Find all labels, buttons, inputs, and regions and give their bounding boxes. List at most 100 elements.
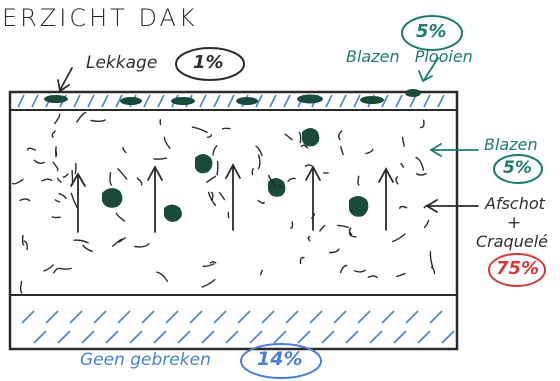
hatch-stroke <box>393 330 407 344</box>
up-arrow <box>225 163 241 231</box>
peeling-label-2: Craquelé <box>476 232 548 251</box>
hatch-stroke <box>423 94 431 108</box>
hatch-stroke <box>369 330 383 344</box>
blisters-folds-pct-oval <box>401 15 463 51</box>
crack-stroke <box>338 130 343 141</box>
crack-stroke <box>307 236 311 242</box>
crack-stroke <box>122 146 127 154</box>
blister-fold <box>405 89 421 97</box>
crack-stroke <box>134 243 150 248</box>
blisters-folds-pointer <box>418 57 439 83</box>
crack-stroke <box>396 272 406 278</box>
blisters-pct: 5% <box>503 158 532 178</box>
leak-pct-oval <box>175 47 245 81</box>
hatch-stroke <box>225 330 239 344</box>
crack-stroke <box>348 227 353 236</box>
leak-pointer <box>57 67 73 93</box>
hatch-stroke <box>45 310 59 324</box>
crack-stroke <box>55 148 58 156</box>
hatch-stroke <box>157 94 165 108</box>
hatch-stroke <box>165 310 179 324</box>
blisters-pointer <box>429 143 479 157</box>
top-blisters <box>44 89 421 105</box>
crack-stroke <box>62 173 69 178</box>
hatch-stroke <box>309 310 323 324</box>
hatch-stroke <box>73 94 81 108</box>
hatch-stroke <box>101 94 109 108</box>
crack-stroke <box>304 164 313 167</box>
crack-pattern <box>12 111 436 294</box>
hatch-stroke <box>285 310 299 324</box>
crack-stroke <box>353 269 366 273</box>
crack-stroke <box>206 175 217 183</box>
crack-stroke <box>58 267 72 270</box>
hatch-stroke <box>273 330 287 344</box>
crack-stroke <box>82 244 93 252</box>
bottom-hatching <box>21 310 455 344</box>
crack-stroke <box>51 130 56 138</box>
blister <box>302 128 320 147</box>
crack-stroke <box>118 237 127 243</box>
crack-stroke <box>74 162 77 175</box>
crack-stroke <box>257 199 265 205</box>
blister <box>195 154 213 174</box>
hatch-stroke <box>153 330 167 344</box>
crack-stroke <box>221 127 231 130</box>
hatch-stroke <box>395 94 403 108</box>
crack-stroke <box>58 193 67 200</box>
hatch-stroke <box>255 94 263 108</box>
crack-stroke <box>298 131 302 144</box>
crack-stroke <box>156 271 169 282</box>
blister <box>164 204 182 222</box>
crack-stroke <box>73 239 89 244</box>
crack-stroke <box>54 113 61 125</box>
inner-blisters <box>102 128 369 222</box>
hatch-stroke <box>105 330 119 344</box>
hatch-stroke <box>405 310 419 324</box>
hatch-stroke <box>213 94 221 108</box>
blister <box>171 97 195 105</box>
hatch-stroke <box>261 310 275 324</box>
crack-stroke <box>328 248 340 254</box>
blister <box>236 97 258 105</box>
blisters-label: Blazen <box>484 135 538 154</box>
no-defects-label: Geen gebreken <box>80 350 211 370</box>
crack-stroke <box>19 198 31 202</box>
hatch-stroke <box>141 310 155 324</box>
up-arrow <box>70 172 86 233</box>
crack-stroke <box>365 148 374 155</box>
arrows <box>70 163 394 233</box>
crack-stroke <box>43 264 55 272</box>
crack-stroke <box>268 174 277 187</box>
blisters-folds-label: Blazen Plooien <box>346 47 473 66</box>
crack-stroke <box>41 178 53 182</box>
crack-stroke <box>206 134 213 138</box>
crack-stroke <box>53 267 60 274</box>
crack-stroke <box>216 160 219 176</box>
hatch-stroke <box>31 94 39 108</box>
crack-stroke <box>76 111 87 123</box>
teal-pointers <box>418 57 479 157</box>
crack-stroke <box>136 177 143 186</box>
hatch-stroke <box>325 94 333 108</box>
crack-stroke <box>395 176 399 185</box>
crack-stroke <box>399 205 408 210</box>
hatch-stroke <box>213 310 227 324</box>
page-title: ERZICHT DAK <box>2 4 198 32</box>
crack-stroke <box>12 178 24 185</box>
hatch-stroke <box>227 94 235 108</box>
crack-stroke <box>117 168 128 180</box>
crack-stroke <box>90 119 106 122</box>
hatch-stroke <box>33 330 47 344</box>
blister <box>120 97 142 105</box>
crack-stroke <box>115 212 126 222</box>
hatch-stroke <box>129 330 143 344</box>
crack-stroke <box>255 145 263 157</box>
hatch-stroke <box>297 330 311 344</box>
crack-stroke <box>400 162 405 168</box>
leak-blister <box>44 95 68 103</box>
crack-stroke <box>336 224 349 228</box>
crack-stroke <box>340 146 344 156</box>
crack-stroke <box>210 191 214 201</box>
hatch-stroke <box>381 94 389 108</box>
